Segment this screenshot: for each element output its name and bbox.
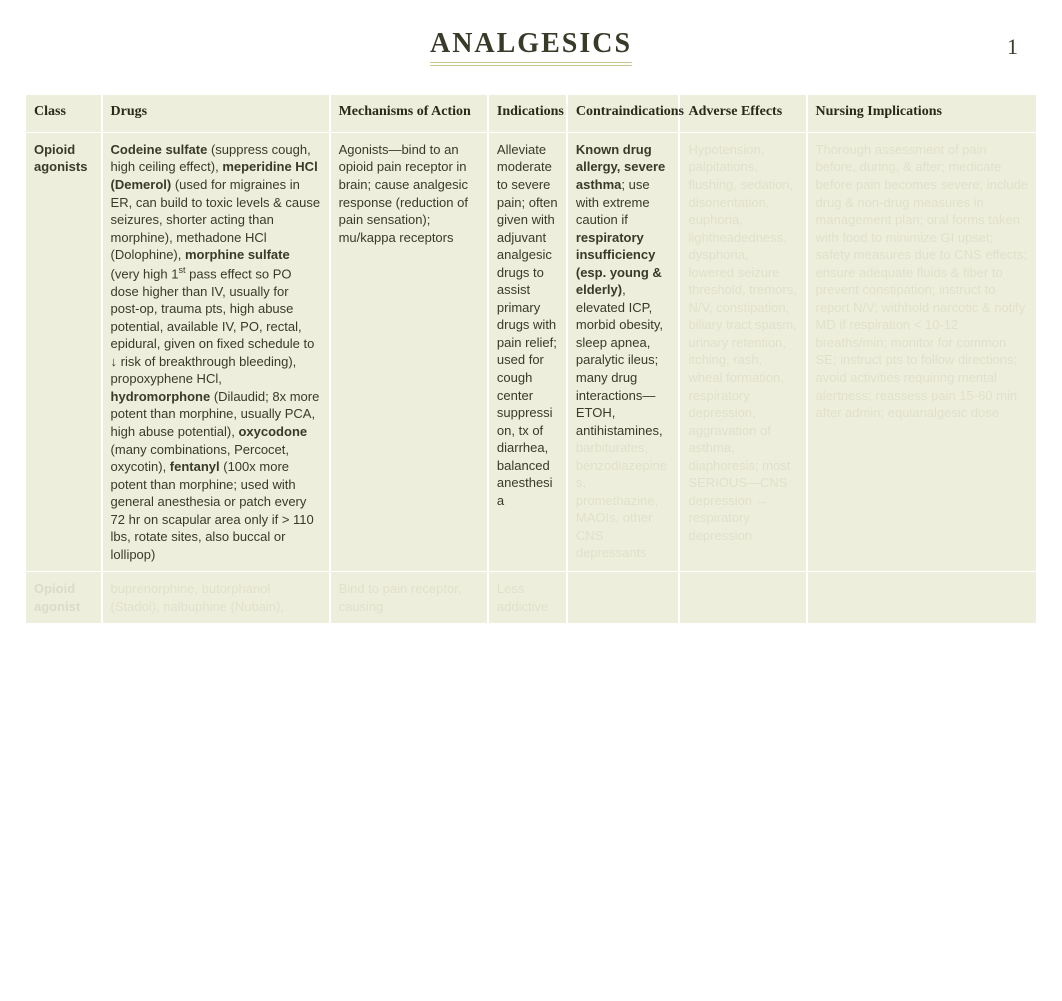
table-header-row: Class Drugs Mechanisms of Action Indicat… (26, 95, 1036, 132)
col-header-drugs: Drugs (103, 95, 329, 132)
table-row: Opioid agonists Codeine sulfate (suppres… (26, 133, 1036, 571)
cell-class: Opioid agonists (26, 133, 101, 571)
drug-table: Class Drugs Mechanisms of Action Indicat… (24, 94, 1038, 624)
cell-adverse: Hypotension, palpitations, flushing, sed… (680, 133, 805, 571)
col-header-adverse: Adverse Effects (680, 95, 805, 132)
col-header-mechanisms: Mechanisms of Action (331, 95, 487, 132)
cell-indications: Alleviate moderate to severe pain; often… (489, 133, 566, 571)
page-number: 1 (978, 34, 1018, 60)
cell-indications: Less addictive (489, 572, 566, 623)
cell-drugs: Codeine sulfate (suppress cough, high ce… (103, 133, 329, 571)
table-row: Opioid agonist buprenorphine, butorphano… (26, 572, 1036, 623)
cell-nursing (808, 572, 1036, 623)
cell-contraindications: Known drug allergy, severe asthma; use w… (568, 133, 679, 571)
col-header-nursing: Nursing Implications (808, 95, 1036, 132)
cell-mechanisms: Agonists—bind to an opioid pain receptor… (331, 133, 487, 571)
title-wrap: ANALGESICS (84, 28, 978, 66)
page-title: ANALGESICS (430, 28, 632, 66)
cell-contraindications (568, 572, 679, 623)
cell-drugs: buprenorphine, butorphanol (Stadol), nal… (103, 572, 329, 623)
cell-adverse (680, 572, 805, 623)
col-header-contraindications: Contraindications (568, 95, 679, 132)
col-header-class: Class (26, 95, 101, 132)
cell-class: Opioid agonist (26, 572, 101, 623)
cell-mechanisms: Bind to pain receptor, causing (331, 572, 487, 623)
page-header: ANALGESICS 1 (24, 28, 1038, 74)
cell-nursing: Thorough assessment of pain before, duri… (808, 133, 1036, 571)
col-header-indications: Indications (489, 95, 566, 132)
